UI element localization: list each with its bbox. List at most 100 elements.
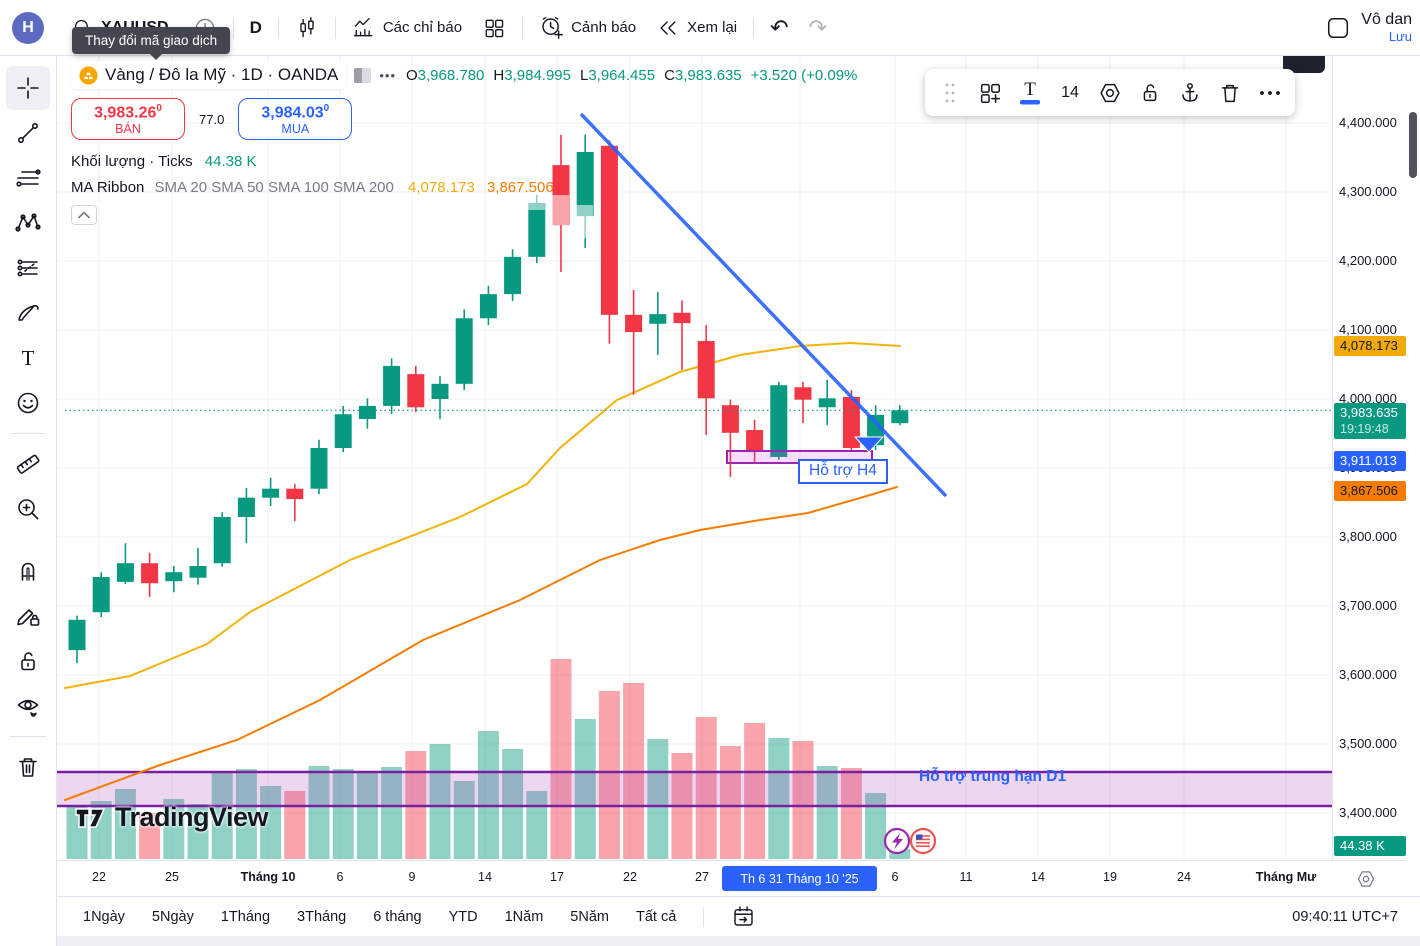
pattern-tool[interactable] bbox=[6, 201, 50, 245]
candlestick-chart-icon bbox=[300, 16, 314, 37]
font-size-button[interactable]: 14 bbox=[1051, 74, 1089, 112]
collapsed-widget[interactable] bbox=[1283, 56, 1325, 73]
scrollbar bbox=[1406, 56, 1420, 860]
ma-ribbon-row[interactable]: MA Ribbon SMA 20 SMA 50 SMA 100 SMA 200 … bbox=[71, 179, 857, 196]
crosshair-tool[interactable] bbox=[6, 66, 50, 110]
range-button-5năm[interactable]: 5Năm bbox=[570, 908, 609, 925]
layout-templates-button[interactable] bbox=[472, 9, 516, 47]
redo-button[interactable]: ↷ bbox=[799, 9, 837, 47]
candle-body bbox=[842, 396, 860, 448]
volume-bar bbox=[453, 781, 475, 859]
h4-support-label[interactable]: Hỗ trợ H4 bbox=[798, 459, 888, 484]
template-button[interactable] bbox=[971, 74, 1009, 112]
sell-button[interactable]: 3,983.260 BÁN bbox=[71, 98, 185, 140]
price-badge-teal: 44.38 K bbox=[1334, 836, 1406, 856]
legend-collapse-button[interactable] bbox=[71, 205, 97, 225]
event-us-flag-icon[interactable] bbox=[909, 827, 937, 855]
price-tick: 3,800.000 bbox=[1339, 529, 1397, 544]
emoji-tool[interactable] bbox=[6, 381, 50, 425]
text-color-button[interactable]: T bbox=[1011, 74, 1049, 112]
replay-label: Xem lại bbox=[687, 19, 738, 36]
event-lightning-icon[interactable] bbox=[883, 827, 911, 855]
alerts-button[interactable]: Cảnh báo bbox=[529, 9, 646, 47]
chart-type-button[interactable] bbox=[285, 9, 329, 47]
layout-name[interactable]: Vô dan bbox=[1361, 11, 1412, 28]
scrollbar-thumb[interactable] bbox=[1409, 112, 1417, 178]
drawing-mode-tool[interactable] bbox=[6, 594, 50, 638]
trash-icon bbox=[1221, 84, 1239, 102]
time-label: 6 bbox=[336, 870, 344, 884]
trendline[interactable] bbox=[580, 113, 947, 497]
range-button-3tháng[interactable]: 3Tháng bbox=[297, 908, 347, 925]
drag-handle[interactable] bbox=[931, 74, 969, 112]
range-button-1ngày[interactable]: 1Ngày bbox=[83, 908, 125, 925]
settings-button[interactable] bbox=[1091, 74, 1129, 112]
time-axis-settings[interactable] bbox=[1353, 866, 1379, 892]
volume-study-row[interactable]: Khối lượng · Ticks 44.38 K bbox=[71, 153, 857, 170]
more-button[interactable] bbox=[1251, 74, 1289, 112]
trend-line-tool[interactable] bbox=[6, 111, 50, 155]
visibility-icon[interactable] bbox=[354, 67, 372, 83]
legend-more-button[interactable]: ••• bbox=[379, 67, 396, 83]
gear-hexagon-icon bbox=[1100, 83, 1120, 102]
time-label: 17 bbox=[550, 870, 564, 884]
undo-button[interactable]: ↶ bbox=[760, 9, 798, 47]
avatar[interactable]: H bbox=[12, 11, 44, 44]
range-button-1tháng[interactable]: 1Tháng bbox=[220, 908, 271, 925]
time-axis[interactable]: 22 25 Tháng 10 6 9 14 17 22 27 6 11 14 19 24 Tháng Mư T… bbox=[57, 860, 1406, 896]
ghost-overlay bbox=[528, 173, 545, 210]
candle-body bbox=[479, 294, 497, 319]
range-button-6-tháng[interactable]: 6 tháng bbox=[373, 908, 422, 925]
candle-body bbox=[576, 151, 594, 217]
interval-button[interactable]: D bbox=[240, 9, 272, 47]
anchor-button[interactable] bbox=[1171, 74, 1209, 112]
range-button-tất-cả[interactable]: Tất cả bbox=[635, 908, 677, 925]
range-button-1năm[interactable]: 1Năm bbox=[504, 908, 544, 925]
countdown: 19:19:48 bbox=[1340, 422, 1389, 436]
go-to-date-button[interactable] bbox=[731, 904, 756, 929]
magnet-tool[interactable] bbox=[6, 549, 50, 593]
d1-support-band[interactable] bbox=[57, 772, 1332, 806]
indicators-button[interactable]: Các chỉ báo bbox=[342, 9, 472, 47]
lock-button[interactable] bbox=[1131, 74, 1169, 112]
measure-tool[interactable] bbox=[6, 442, 50, 486]
candle-body bbox=[92, 577, 110, 613]
candlestick-chart[interactable] bbox=[57, 56, 1332, 860]
clock[interactable]: 09:40:11 UTC+7 bbox=[1292, 908, 1398, 925]
range-button-5ngày[interactable]: 5Ngày bbox=[151, 908, 194, 925]
ribbon-value-1: 4,078.173 bbox=[408, 179, 475, 196]
range-button-ytd[interactable]: YTD bbox=[448, 908, 478, 925]
buy-button[interactable]: 3,984.030 MUA bbox=[238, 98, 353, 140]
brush-icon bbox=[18, 305, 39, 321]
candle-body bbox=[649, 314, 667, 324]
save-layout-icon[interactable] bbox=[1325, 15, 1351, 41]
save-link[interactable]: Lưu bbox=[1388, 29, 1412, 44]
delete-button[interactable] bbox=[1211, 74, 1249, 112]
brush-tool[interactable] bbox=[6, 291, 50, 335]
hide-drawings-tool[interactable] bbox=[6, 684, 50, 728]
forecast-tool[interactable] bbox=[6, 246, 50, 290]
volume-bar bbox=[840, 768, 862, 859]
remove-drawings-tool[interactable] bbox=[6, 745, 50, 789]
legend-symbol-pill[interactable]: Vàng / Đô la Mỹ · 1D · OANDA bbox=[71, 61, 347, 89]
tradingview-watermark: TradingView bbox=[74, 801, 269, 833]
magnet-icon bbox=[21, 562, 35, 581]
chart-pane[interactable]: Vàng / Đô la Mỹ · 1D · OANDA ••• O3,968.… bbox=[57, 56, 1332, 860]
fib-retracement-tool[interactable] bbox=[6, 156, 50, 200]
price-badge-orange: 3,867.506 bbox=[1334, 481, 1406, 501]
unlock-icon bbox=[1143, 83, 1157, 101]
horizontal-lines-icon bbox=[16, 169, 41, 187]
d1-support-label[interactable]: Hỗ trợ trung hạn D1 bbox=[919, 768, 1067, 785]
replay-button[interactable]: Xem lại bbox=[646, 9, 747, 47]
lock-drawings-tool[interactable] bbox=[6, 639, 50, 683]
ribbon-value-2: 3,867.506 bbox=[486, 179, 554, 196]
zoom-in-tool[interactable] bbox=[6, 487, 50, 531]
font-size-value: 14 bbox=[1061, 83, 1079, 101]
price-scale[interactable]: 4,400.000 4,300.000 4,200.000 4,100.000 4,00… bbox=[1332, 56, 1406, 860]
time-label: 22 bbox=[623, 870, 637, 884]
marker-triangle[interactable] bbox=[853, 436, 885, 453]
calendar-go-icon bbox=[734, 906, 753, 926]
candle-body bbox=[116, 563, 134, 582]
time-label: 9 bbox=[408, 870, 416, 884]
text-tool[interactable]: T bbox=[6, 336, 50, 380]
